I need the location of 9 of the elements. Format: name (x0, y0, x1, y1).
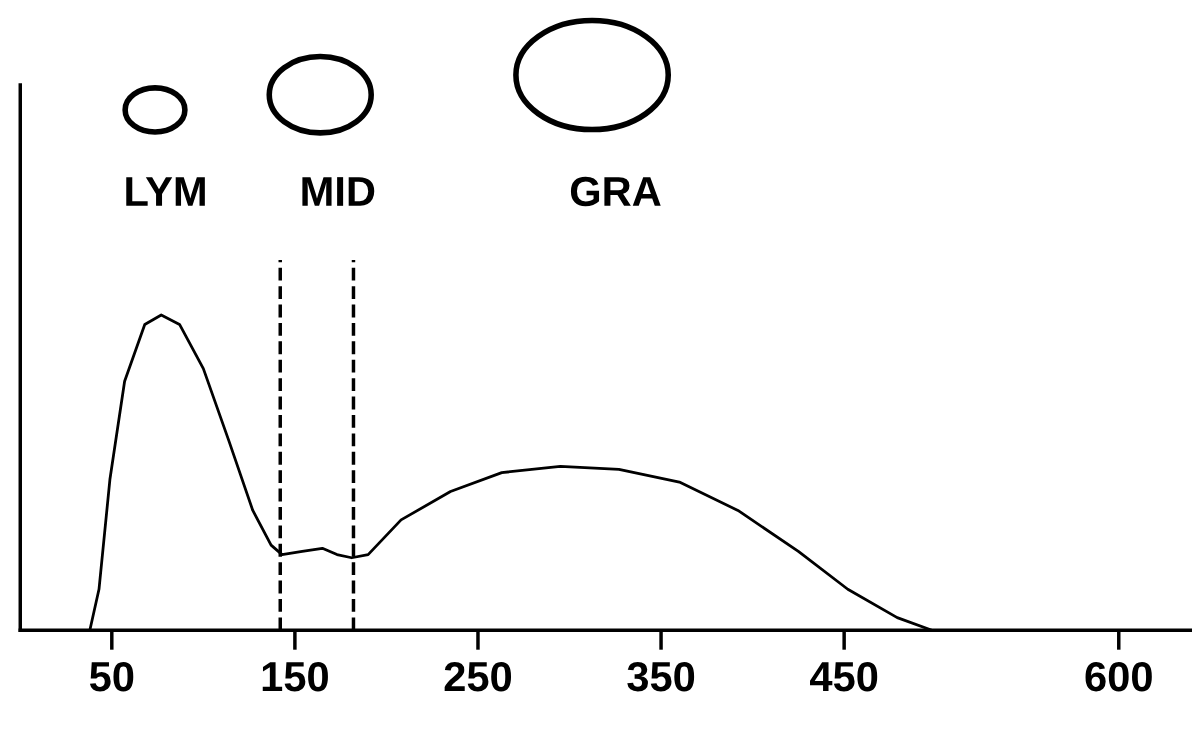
x-tick-label: 450 (810, 661, 878, 692)
x-tick-label: 600 (1085, 661, 1152, 692)
text: GRA (570, 176, 661, 207)
x-tick-label: 250 (444, 661, 512, 692)
x-tick-label: 150 (262, 661, 328, 692)
x-tick-label: 350 (627, 661, 695, 692)
x-tick-label: 50 (89, 661, 134, 692)
text: LYM (126, 177, 205, 206)
text: MID (302, 177, 375, 206)
